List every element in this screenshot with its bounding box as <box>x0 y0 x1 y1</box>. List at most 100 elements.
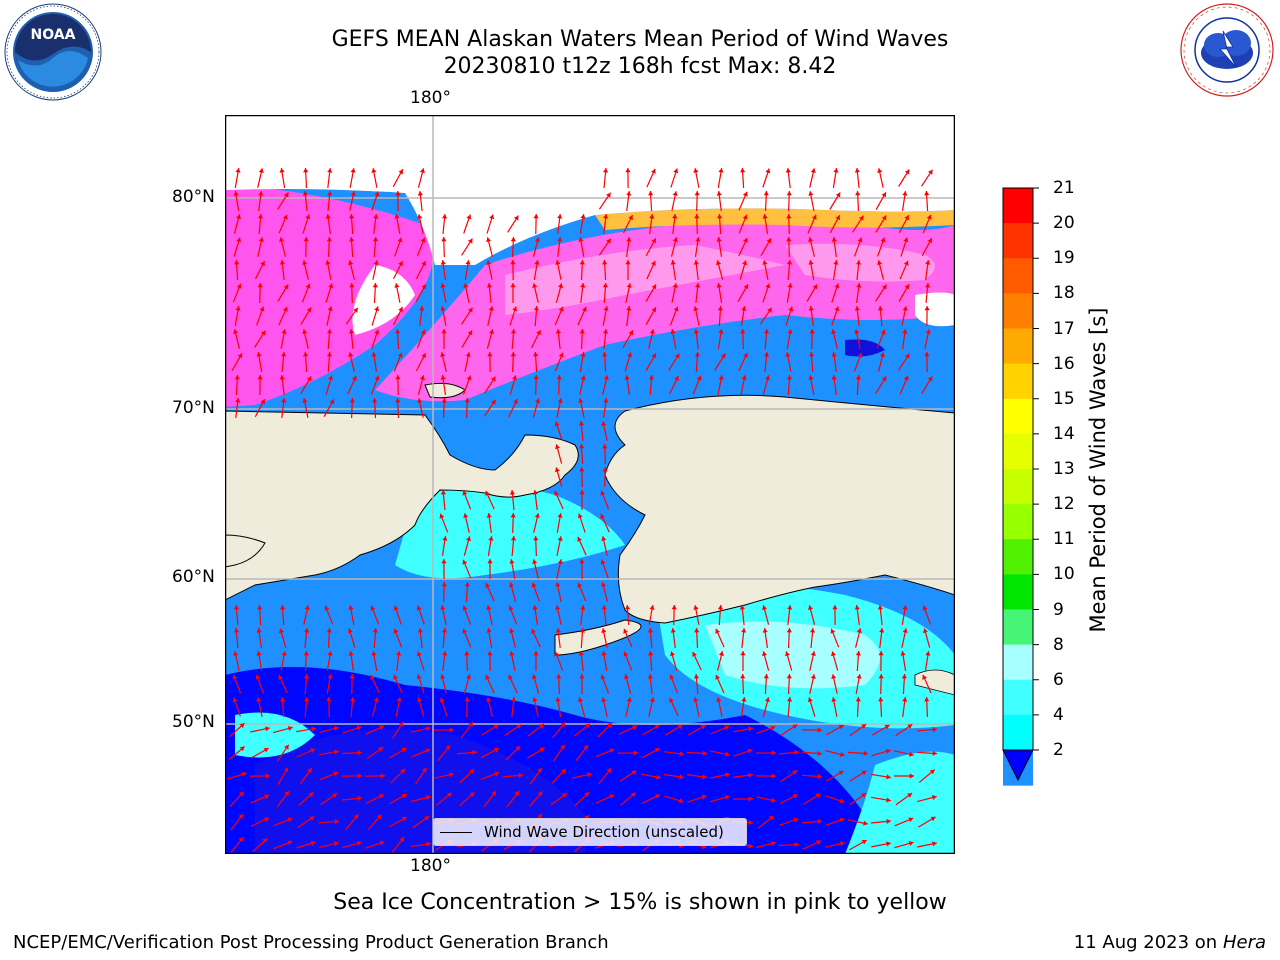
wind-wave-arrowhead <box>925 651 931 656</box>
wind-wave-arrowhead <box>397 237 403 243</box>
wind-wave-arrowhead <box>555 582 561 587</box>
wind-wave-arrowhead <box>307 767 312 773</box>
wind-wave-arrowhead <box>886 818 891 824</box>
wind-wave-arrowhead <box>748 843 753 849</box>
wind-wave-arrowhead <box>356 725 362 731</box>
wind-wave-arrowhead <box>233 329 239 335</box>
wind-wave-arrowhead <box>278 628 284 634</box>
wind-wave-arrowhead <box>467 330 473 336</box>
wind-wave-arrowhead <box>394 283 400 288</box>
wind-wave-arrowhead <box>786 260 793 265</box>
wind-wave-arrowhead <box>421 353 426 359</box>
wind-wave-arrowhead <box>515 745 521 751</box>
wind-wave-arrowhead <box>578 651 584 656</box>
wind-wave-arrowhead <box>393 628 399 634</box>
wind-wave-arrowhead <box>466 674 471 680</box>
wind-wave-arrowhead <box>927 238 932 244</box>
wind-wave-arrowhead <box>696 375 702 381</box>
wind-wave-arrowhead <box>577 536 582 542</box>
wind-wave-arrowhead <box>720 353 726 359</box>
wind-wave-arrowhead <box>493 724 499 730</box>
wind-wave-arrowhead <box>648 191 654 196</box>
wind-wave-arrowhead <box>373 697 379 703</box>
wind-wave-arrowhead <box>673 168 679 174</box>
wind-wave-arrowhead <box>509 582 514 588</box>
wind-wave-arrowhead <box>533 651 539 656</box>
colorbar-tick-label: 10 <box>1053 564 1075 585</box>
wind-wave-arrowhead <box>724 795 730 800</box>
wind-wave-arrowhead <box>838 724 844 730</box>
colorbar-tick-label: 16 <box>1053 353 1075 374</box>
wind-wave-arrowhead <box>555 697 561 702</box>
wind-wave-arrowhead <box>440 283 446 288</box>
wind-wave-arrowhead <box>303 352 309 357</box>
wind-wave-arrowhead <box>282 214 288 220</box>
wind-wave-arrowhead <box>718 168 724 173</box>
wind-wave-arrowhead <box>922 674 927 680</box>
wind-wave-arrowhead <box>279 237 285 243</box>
wind-wave-arrowhead <box>555 605 561 610</box>
wind-wave-arrowhead <box>281 398 287 403</box>
wind-wave-arrowhead <box>488 536 494 541</box>
wind-wave-arrowhead <box>509 559 515 564</box>
wind-wave-arrowhead <box>924 306 930 311</box>
wind-wave-arrowhead <box>533 352 539 357</box>
wind-wave-arrowhead <box>833 168 839 173</box>
wind-wave-arrowhead <box>626 283 632 288</box>
wind-wave-arrowhead <box>786 628 792 633</box>
wind-wave-arrowhead <box>718 329 724 334</box>
wind-wave-arrowhead <box>716 260 721 266</box>
wind-wave-arrowhead <box>672 283 678 288</box>
colorbar-segment <box>1003 539 1033 575</box>
wind-wave-arrowhead <box>785 651 790 657</box>
colorbar-tick-label: 13 <box>1053 459 1075 479</box>
wind-wave-arrowhead <box>562 793 568 798</box>
colorbar-tick-label: 17 <box>1053 318 1075 339</box>
wind-wave-arrowhead <box>743 284 749 290</box>
wind-wave-arrowhead <box>603 306 609 311</box>
wind-wave-arrowhead <box>861 839 867 845</box>
wind-wave-arrowhead <box>302 191 308 196</box>
wind-wave-arrowhead <box>326 237 332 242</box>
wind-wave-arrowhead <box>771 773 776 779</box>
wind-wave-arrowhead <box>416 674 422 680</box>
wind-wave-arrowhead <box>582 306 587 312</box>
wind-wave-arrowhead <box>600 559 606 565</box>
wind-wave-arrowhead <box>462 559 468 565</box>
wind-wave-arrowhead <box>445 745 451 751</box>
wind-wave-arrowhead <box>325 214 331 219</box>
wind-wave-arrowhead <box>715 674 720 680</box>
wind-wave-arrowhead <box>740 329 746 334</box>
wind-wave-arrowhead <box>765 283 771 289</box>
colorbar-segment <box>1003 398 1033 435</box>
wind-wave-arrowhead <box>626 191 632 196</box>
wind-wave-arrowhead <box>280 697 286 702</box>
sea-ice-caption: Sea Ice Concentration > 15% is shown in … <box>333 890 947 915</box>
wind-wave-arrowhead <box>902 628 908 633</box>
wind-wave-arrowhead <box>509 490 515 495</box>
wind-wave-arrowhead <box>371 651 377 656</box>
colorbar-tick-label: 4 <box>1053 704 1064 725</box>
wind-wave-arrowhead <box>510 329 516 334</box>
colorbar-segment <box>1003 293 1033 329</box>
wind-wave-arrowhead <box>656 774 661 780</box>
wind-wave-arrowhead <box>904 284 909 290</box>
wind-wave-arrowhead <box>539 747 545 753</box>
wind-wave-arrowhead <box>603 214 609 219</box>
wind-wave-arrowhead <box>788 306 794 312</box>
wind-wave-arrowhead <box>558 306 564 312</box>
wind-wave-arrowhead <box>786 214 792 219</box>
wind-wave-arrowhead <box>606 238 611 244</box>
wind-wave-arrowhead <box>584 723 590 729</box>
lon-label-top: 180° <box>410 88 451 108</box>
wind-wave-arrowhead <box>399 837 405 843</box>
wind-wave-arrowhead <box>441 398 447 403</box>
wind-wave-arrowhead <box>263 748 269 753</box>
lon-label-bottom: 180° <box>410 856 451 876</box>
colorbar-segment <box>1003 188 1033 224</box>
wind-wave-arrowhead <box>740 651 746 656</box>
wind-wave-arrowhead <box>533 536 539 541</box>
wind-wave-arrowhead <box>554 490 559 496</box>
wind-wave-arrowhead <box>831 674 837 679</box>
wind-wave-arrowhead <box>834 283 840 289</box>
